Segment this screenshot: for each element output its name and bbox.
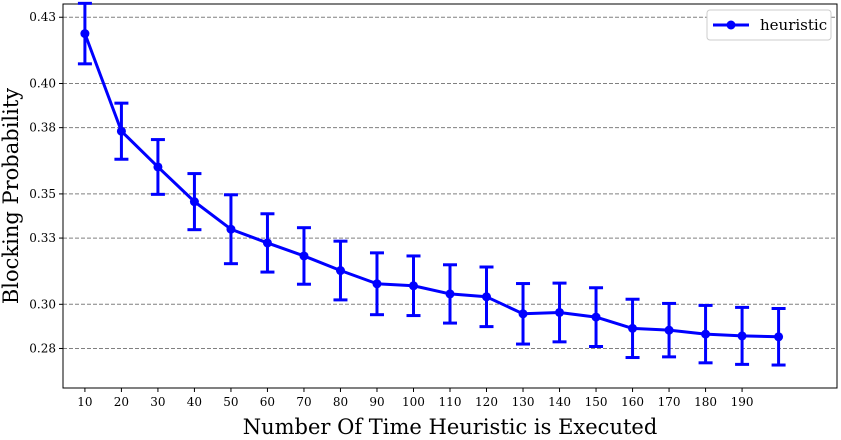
x-tick-label: 70 bbox=[296, 395, 311, 409]
data-point bbox=[664, 325, 674, 335]
plot-frame bbox=[62, 3, 838, 389]
y-tick-label: 0.43 bbox=[29, 10, 56, 24]
data-point bbox=[116, 126, 126, 136]
data-point bbox=[153, 162, 163, 172]
x-tick-label: 140 bbox=[548, 395, 571, 409]
x-tick-label: 50 bbox=[223, 395, 238, 409]
data-point bbox=[262, 238, 272, 248]
x-tick-label: 60 bbox=[260, 395, 275, 409]
legend: heuristic bbox=[706, 9, 832, 41]
data-point bbox=[737, 331, 747, 341]
y-axis: 0.28 0.30 0.33 0.35 0.38 0.40 0.43 bbox=[29, 10, 63, 355]
x-tick-label: 30 bbox=[150, 395, 165, 409]
data-point bbox=[591, 312, 601, 322]
data-point bbox=[445, 289, 455, 299]
data-point bbox=[555, 307, 565, 317]
data-point bbox=[482, 292, 492, 302]
series-line bbox=[83, 33, 779, 339]
data-point bbox=[189, 197, 199, 207]
data-point bbox=[518, 309, 528, 319]
y-axis-title: Blocking Probability bbox=[0, 88, 23, 304]
x-tick-label: 160 bbox=[621, 395, 644, 409]
x-tick-label: 90 bbox=[369, 395, 384, 409]
data-points bbox=[80, 29, 784, 342]
data-point bbox=[628, 323, 638, 333]
x-tick-label: 20 bbox=[114, 395, 129, 409]
x-tick-label: 190 bbox=[731, 395, 754, 409]
error-bars bbox=[77, 1, 786, 367]
data-point bbox=[408, 281, 418, 291]
x-tick-label: 10 bbox=[77, 395, 92, 409]
x-tick-label: 150 bbox=[585, 395, 608, 409]
x-tick-label: 80 bbox=[333, 395, 348, 409]
y-tick-label: 0.38 bbox=[29, 121, 56, 135]
x-tick-label: 110 bbox=[439, 395, 462, 409]
y-tick-label: 0.33 bbox=[29, 231, 56, 245]
data-point bbox=[80, 29, 90, 39]
legend-box bbox=[706, 9, 832, 41]
series-layer bbox=[77, 1, 786, 367]
y-tick-label: 0.35 bbox=[29, 187, 56, 201]
x-tick-label: 180 bbox=[694, 395, 717, 409]
x-tick-label: 170 bbox=[658, 395, 681, 409]
x-tick-label: 40 bbox=[187, 395, 202, 409]
x-tick-label: 130 bbox=[512, 395, 535, 409]
y-tick-label: 0.40 bbox=[29, 76, 56, 90]
data-point bbox=[226, 224, 236, 234]
x-axis: 10 20 30 40 50 60 70 80 90 100 110 120 130 140 150 160 1… bbox=[77, 388, 754, 409]
grid-lines bbox=[63, 16, 837, 349]
x-axis-title: Number Of Time Heuristic is Executed bbox=[243, 415, 658, 439]
y-tick-label: 0.30 bbox=[29, 297, 56, 311]
x-tick-label: 100 bbox=[402, 395, 425, 409]
legend-label: heuristic bbox=[760, 16, 827, 34]
legend-point-marker bbox=[726, 20, 736, 30]
data-point bbox=[372, 279, 382, 289]
x-tick-label: 120 bbox=[475, 395, 498, 409]
data-point bbox=[335, 266, 345, 276]
data-point bbox=[299, 251, 309, 261]
y-tick-label: 0.28 bbox=[29, 341, 56, 355]
data-point bbox=[774, 332, 784, 342]
data-point bbox=[701, 329, 711, 339]
